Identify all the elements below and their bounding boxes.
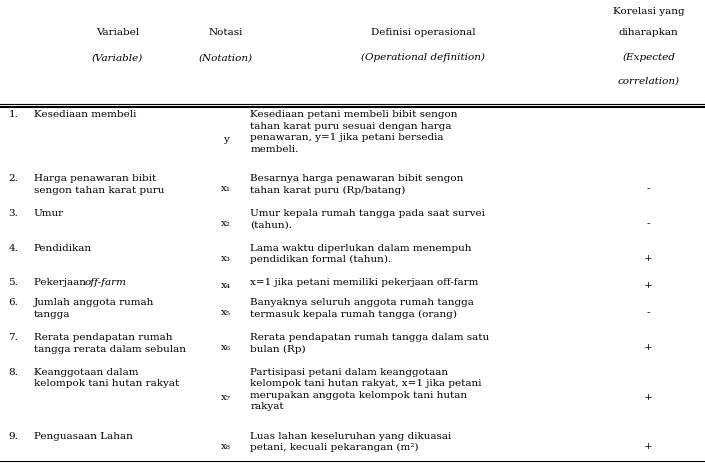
Text: y: y bbox=[223, 135, 228, 144]
Text: diharapkan: diharapkan bbox=[619, 28, 678, 37]
Text: 2.: 2. bbox=[8, 174, 18, 183]
Text: Partisipasi petani dalam keanggotaan
kelompok tani hutan rakyat, x=1 jika petani: Partisipasi petani dalam keanggotaan kel… bbox=[250, 368, 482, 411]
Text: +: + bbox=[644, 254, 653, 263]
Text: +: + bbox=[644, 442, 653, 451]
Text: Kesediaan membeli: Kesediaan membeli bbox=[34, 110, 136, 119]
Text: 9.: 9. bbox=[8, 432, 18, 441]
Text: Besarnya harga penawaran bibit sengon
tahan karat puru (Rp/batang): Besarnya harga penawaran bibit sengon ta… bbox=[250, 174, 464, 195]
Text: -: - bbox=[647, 308, 650, 318]
Text: x₃: x₃ bbox=[221, 254, 231, 263]
Text: 4.: 4. bbox=[8, 244, 18, 252]
Text: Jumlah anggota rumah
tangga: Jumlah anggota rumah tangga bbox=[34, 299, 154, 319]
Text: Harga penawaran bibit
sengon tahan karat puru: Harga penawaran bibit sengon tahan karat… bbox=[34, 174, 164, 194]
Text: x₄: x₄ bbox=[221, 281, 231, 290]
Text: -: - bbox=[647, 184, 650, 193]
Text: Keanggotaan dalam
kelompok tani hutan rakyat: Keanggotaan dalam kelompok tani hutan ra… bbox=[34, 368, 179, 388]
Text: x₅: x₅ bbox=[221, 308, 231, 318]
Text: off-farm: off-farm bbox=[85, 278, 127, 287]
Text: correlation): correlation) bbox=[618, 76, 680, 86]
Text: (Variable): (Variable) bbox=[92, 53, 143, 63]
Text: 7.: 7. bbox=[8, 333, 18, 342]
Text: Umur kepala rumah tangga pada saat survei
(tahun).: Umur kepala rumah tangga pada saat surve… bbox=[250, 209, 485, 229]
Text: x₇: x₇ bbox=[221, 393, 231, 401]
Text: 1.: 1. bbox=[8, 110, 18, 119]
Text: Korelasi yang: Korelasi yang bbox=[613, 7, 685, 16]
Text: Pekerjaan: Pekerjaan bbox=[34, 278, 89, 287]
Text: x₁: x₁ bbox=[221, 184, 231, 193]
Text: 8.: 8. bbox=[8, 368, 18, 377]
Text: Rerata pendapatan rumah
tangga rerata dalam sebulan: Rerata pendapatan rumah tangga rerata da… bbox=[34, 333, 186, 354]
Text: +: + bbox=[644, 393, 653, 401]
Text: x₆: x₆ bbox=[221, 343, 231, 352]
Text: Definisi operasional: Definisi operasional bbox=[371, 28, 475, 37]
Text: x=1 jika petani memiliki pekerjaan off-farm: x=1 jika petani memiliki pekerjaan off-f… bbox=[250, 278, 479, 287]
Text: +: + bbox=[644, 343, 653, 352]
Text: Rerata pendapatan rumah tangga dalam satu
bulan (Rp): Rerata pendapatan rumah tangga dalam sat… bbox=[250, 333, 489, 354]
Text: 5.: 5. bbox=[8, 278, 18, 287]
Text: Kesediaan petani membeli bibit sengon
tahan karat puru sesuai dengan harga
penaw: Kesediaan petani membeli bibit sengon ta… bbox=[250, 110, 458, 154]
Text: +: + bbox=[644, 281, 653, 290]
Text: Luas lahan keseluruhan yang dikuasai
petani, kecuali pekarangan (m²): Luas lahan keseluruhan yang dikuasai pet… bbox=[250, 432, 451, 452]
Text: -: - bbox=[647, 219, 650, 228]
Text: x₂: x₂ bbox=[221, 219, 231, 228]
Text: Lama waktu diperlukan dalam menempuh
pendidikan formal (tahun).: Lama waktu diperlukan dalam menempuh pen… bbox=[250, 244, 472, 264]
Text: Notasi: Notasi bbox=[209, 28, 243, 37]
Text: (Expected: (Expected bbox=[622, 53, 675, 63]
Text: Banyaknya seluruh anggota rumah tangga
termasuk kepala rumah tangga (orang): Banyaknya seluruh anggota rumah tangga t… bbox=[250, 299, 474, 319]
Text: Penguasaan Lahan: Penguasaan Lahan bbox=[34, 432, 133, 441]
Text: 3.: 3. bbox=[8, 209, 18, 218]
Text: (Operational definition): (Operational definition) bbox=[361, 53, 485, 63]
Text: Pendidikan: Pendidikan bbox=[34, 244, 92, 252]
Text: Umur: Umur bbox=[34, 209, 64, 218]
Text: Variabel: Variabel bbox=[96, 28, 139, 37]
Text: 6.: 6. bbox=[8, 299, 18, 307]
Text: (Notation): (Notation) bbox=[199, 53, 252, 63]
Text: x₈: x₈ bbox=[221, 442, 231, 451]
